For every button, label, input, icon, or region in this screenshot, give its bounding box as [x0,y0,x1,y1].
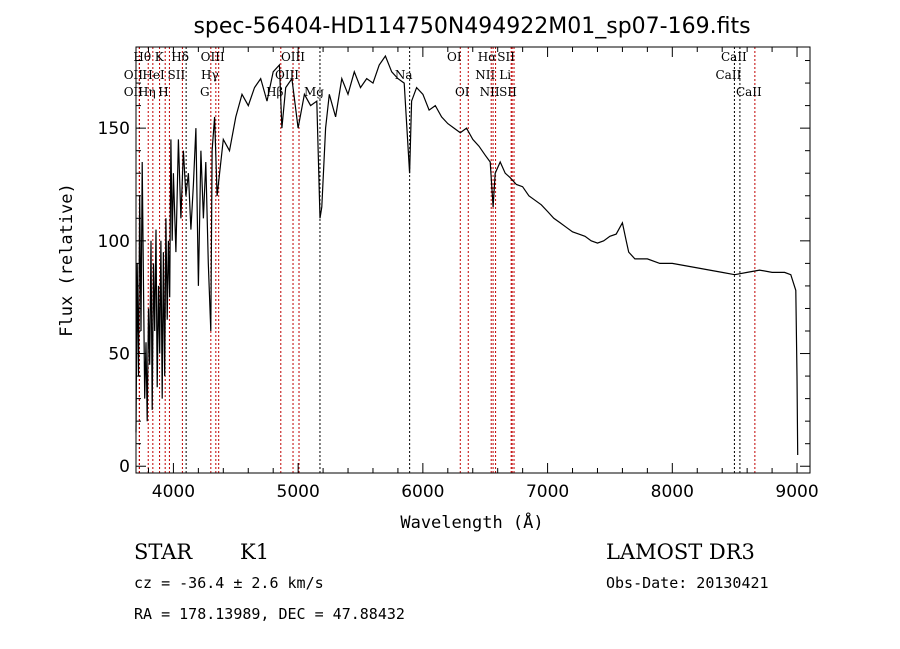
spectral-line-label: OI [447,50,462,64]
spectrum-line [135,54,799,456]
x-tick-label: 9000 [775,482,818,502]
x-tick-label: 4000 [152,482,195,502]
redshift-cz: cz = -36.4 ± 2.6 km/s [134,574,324,592]
plot-frame [135,46,811,474]
spectral-line-label: Hα [478,50,497,64]
x-tick-label: 6000 [401,482,444,502]
obs-date: Obs-Date: 20130421 [606,574,769,592]
spectral-line-label: Hγ [201,68,219,82]
x-axis-label: Wavelength (Å) [400,511,543,533]
y-axis-label: Flux (relative) [57,183,77,337]
spectral-line-label: H [158,85,168,99]
spectral-line-label: OII [124,85,144,99]
spectral-line-label: SII [499,85,517,99]
chart-title: spec-56404-HD114750N494922M01_sp07-169.f… [193,14,750,39]
y-tick-label: 150 [98,119,130,139]
spectral-line-label: Mg [304,85,324,99]
spectral-line-label: OIII [201,50,225,64]
x-tick-label: 5000 [277,482,320,502]
x-tick-label: 8000 [651,482,694,502]
spectral-line-label: OII [124,68,144,82]
spectral-line-label: OIII [275,68,299,82]
spectral-line-label: CaII [736,85,762,99]
spectral-line-label: NII [480,85,500,99]
object-subclass: K1 [240,540,269,564]
spectral-line-label: SII [168,68,186,82]
spectral-line-label: SII [497,50,515,64]
y-tick-label: 50 [108,345,130,365]
survey-name: LAMOST DR3 [606,540,755,564]
spectral-line-label: OIII [281,50,305,64]
x-tick-label: 7000 [526,482,569,502]
spectral-line-label: CaII [721,50,747,64]
spectral-lines: OIIHθOIIHηHeIKHSIIHδGHγOIIIHβOIIIOIIIMgN… [124,47,762,473]
y-tick-label: 0 [119,457,130,477]
spectral-line-label: Hβ [266,85,283,99]
spectral-line-label: CaII [716,68,742,82]
spectral-line-label: Li [499,68,511,82]
spectral-line-label: K [155,50,165,64]
spectral-line-label: G [200,85,210,99]
spectral-line-label: HeI [142,68,165,82]
spectral-line-label: Na [395,68,413,82]
y-tick-label: 100 [98,232,130,252]
spectral-line-label: NII [475,68,495,82]
axis-ticks: 4000 5000 6000 7000 8000 9000 0 50 100 150 [98,47,819,502]
spectral-line-label: Hδ [171,50,189,64]
ra-dec: RA = 178.13989, DEC = 47.88432 [134,605,405,623]
spectral-line-label: OI [455,85,470,99]
object-class: STAR [134,540,193,564]
spectral-line-label: Hη [138,85,156,99]
